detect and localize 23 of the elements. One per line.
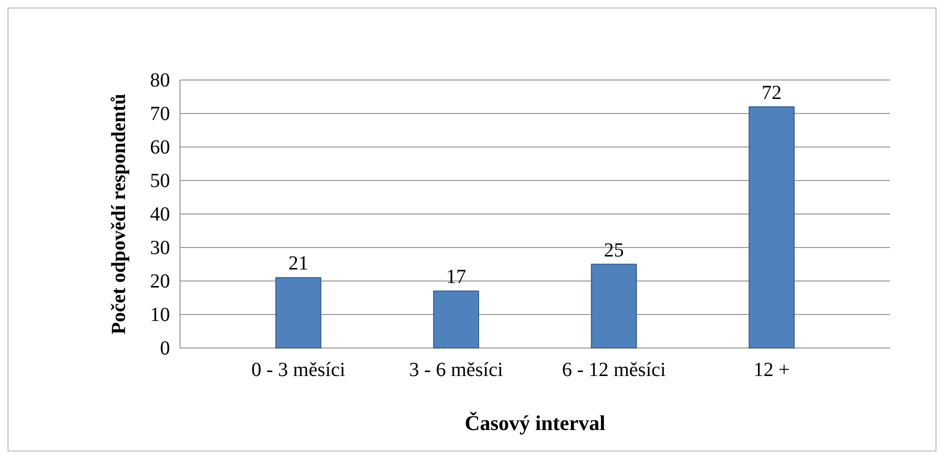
x-tick-label: 6 - 12 měsíci: [562, 359, 666, 382]
y-tick-label: 30: [150, 236, 170, 259]
y-tick-label: 70: [150, 102, 170, 125]
bar: [433, 290, 480, 348]
y-axis-title: Počet odpovědí respondentů: [108, 94, 130, 334]
x-tick-label: 12 +: [754, 359, 790, 382]
data-label: 17: [446, 266, 466, 288]
bar: [748, 106, 795, 348]
data-label: 25: [604, 239, 624, 262]
y-tick-label: 20: [150, 270, 170, 292]
bar: [590, 264, 637, 348]
x-axis-title: Časový interval: [464, 411, 606, 435]
y-tick-label: 0: [160, 337, 170, 360]
data-label: 72: [762, 82, 782, 104]
y-tick-label: 40: [150, 203, 170, 226]
y-tick-label: 60: [150, 136, 170, 158]
y-tick-label: 10: [150, 304, 170, 326]
y-tick-label: 50: [150, 170, 170, 192]
bar: [275, 277, 322, 348]
y-tick-label: 80: [150, 69, 170, 92]
data-label: 21: [288, 252, 308, 275]
x-tick-label: 3 - 6 měsíci: [409, 359, 504, 382]
x-tick-label: 0 - 3 měsíci: [251, 359, 346, 382]
